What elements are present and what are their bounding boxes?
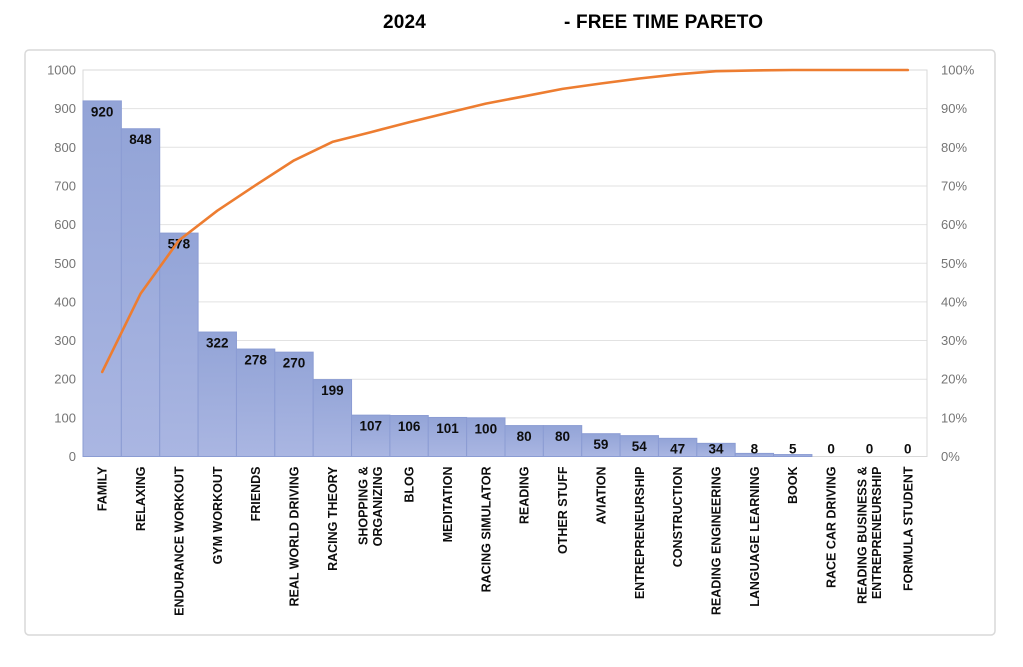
bar-value-label: 8	[751, 442, 759, 457]
left-axis-tick: 0	[69, 449, 76, 464]
chart-title-year: 2024	[383, 12, 427, 33]
category-label-reading: READING	[518, 467, 532, 525]
right-axis-tick: 50%	[941, 256, 967, 271]
category-label-real-world-driving: REAL WORLD DRIVING	[288, 467, 302, 607]
bar-reading	[504, 425, 544, 457]
left-axis-tick: 500	[54, 256, 76, 271]
category-label-meditation: MEDITATION	[441, 467, 455, 543]
category-label-friends: FRIENDS	[249, 467, 263, 522]
bar-family	[82, 100, 122, 457]
category-label-racing-simulator: RACING SIMULATOR	[479, 467, 493, 593]
bar-value-label: 5	[789, 442, 797, 457]
category-label-aviation: AVIATION	[594, 467, 608, 525]
bar-blog	[389, 415, 429, 458]
bar-value-label: 322	[206, 336, 229, 351]
chart-frame	[24, 49, 996, 636]
bar-reading-engineering	[696, 442, 736, 458]
right-axis-tick: 80%	[941, 140, 967, 155]
bar-value-label: 47	[670, 442, 685, 457]
bar-value-label: 0	[866, 442, 874, 457]
bar-value-label: 80	[517, 429, 532, 444]
category-label-racing-theory: RACING THEORY	[326, 466, 340, 571]
category-label-construction: CONSTRUCTION	[671, 467, 685, 568]
bar-value-label: 278	[244, 353, 267, 368]
bar-real-world-driving	[274, 351, 314, 457]
right-axis-tick: 20%	[941, 372, 967, 387]
bar-friends	[235, 348, 276, 458]
bar-endurance-workout	[159, 232, 199, 457]
right-axis-tick: 70%	[941, 178, 967, 193]
bar-value-label: 199	[321, 383, 344, 398]
bar-value-label: 107	[359, 419, 382, 434]
bar-value-label: 0	[827, 442, 835, 457]
bar-shopping-organizing	[351, 414, 391, 457]
left-axis-tick: 700	[54, 178, 76, 193]
bar-value-label: 270	[283, 356, 306, 371]
bar-value-label: 0	[904, 442, 912, 457]
right-axis-tick: 60%	[941, 217, 967, 232]
right-axis-tick: 0%	[941, 449, 960, 464]
left-axis-tick: 800	[54, 140, 76, 155]
bar-value-label: 848	[129, 132, 152, 147]
cumulative-line	[100, 68, 910, 374]
category-label-formula-student: FORMULA STUDENT	[901, 466, 915, 591]
category-label-race-car-driving: RACE CAR DRIVING	[825, 467, 839, 589]
bar-value-label: 106	[398, 419, 421, 434]
category-label-shopping-organizing: SHOPPING &ORGANIZING	[357, 467, 386, 547]
chart-title-text: - FREE TIME PARETO	[564, 12, 764, 33]
category-label-relaxing: RELAXING	[134, 467, 148, 532]
bar-meditation	[427, 416, 468, 457]
left-axis-tick: 600	[54, 217, 76, 232]
right-axis-tick: 40%	[941, 294, 967, 309]
bar-value-label: 100	[475, 421, 498, 436]
left-axis-tick: 200	[54, 372, 76, 387]
category-label-reading-business-entrepreneurship: READING BUSINESS &ENTREPRENEURSHIP	[855, 467, 884, 605]
bar-racing-simulator	[466, 417, 506, 458]
category-label-language-learning: LANGUAGE LEARNING	[748, 467, 762, 607]
right-axis-tick: 30%	[941, 333, 967, 348]
bar-gym-workout	[197, 331, 237, 457]
right-axis-tick: 100%	[941, 63, 975, 78]
category-label-family: FAMILY	[96, 466, 110, 511]
category-label-blog: BLOG	[403, 467, 417, 503]
left-axis-tick: 400	[54, 294, 76, 309]
bar-racing-theory	[312, 379, 353, 457]
bar-value-label: 59	[593, 437, 608, 452]
category-label-gym-workout: GYM WORKOUT	[211, 466, 225, 564]
category-label-endurance-workout: ENDURANCE WORKOUT	[172, 466, 186, 616]
right-axis-tick: 10%	[941, 410, 967, 425]
category-label-reading-engineering: READING ENGINEERING	[710, 467, 724, 616]
left-axis-tick: 1000	[47, 63, 76, 78]
left-axis-tick: 900	[54, 101, 76, 116]
right-axis-tick: 90%	[941, 101, 967, 116]
bar-book	[773, 454, 813, 458]
bar-value-label: 54	[632, 439, 648, 454]
category-label-other-stuff: OTHER STUFF	[556, 466, 570, 554]
bar-value-label: 34	[708, 442, 724, 457]
category-label-entrepreneurship: ENTREPRENEURSHIP	[633, 467, 647, 600]
bar-value-label: 80	[555, 429, 570, 444]
bar-value-label: 920	[91, 104, 114, 119]
bar-value-label: 101	[436, 421, 459, 436]
category-label-book: BOOK	[786, 467, 800, 505]
left-axis-tick: 300	[54, 333, 76, 348]
left-axis-tick: 100	[54, 410, 76, 425]
